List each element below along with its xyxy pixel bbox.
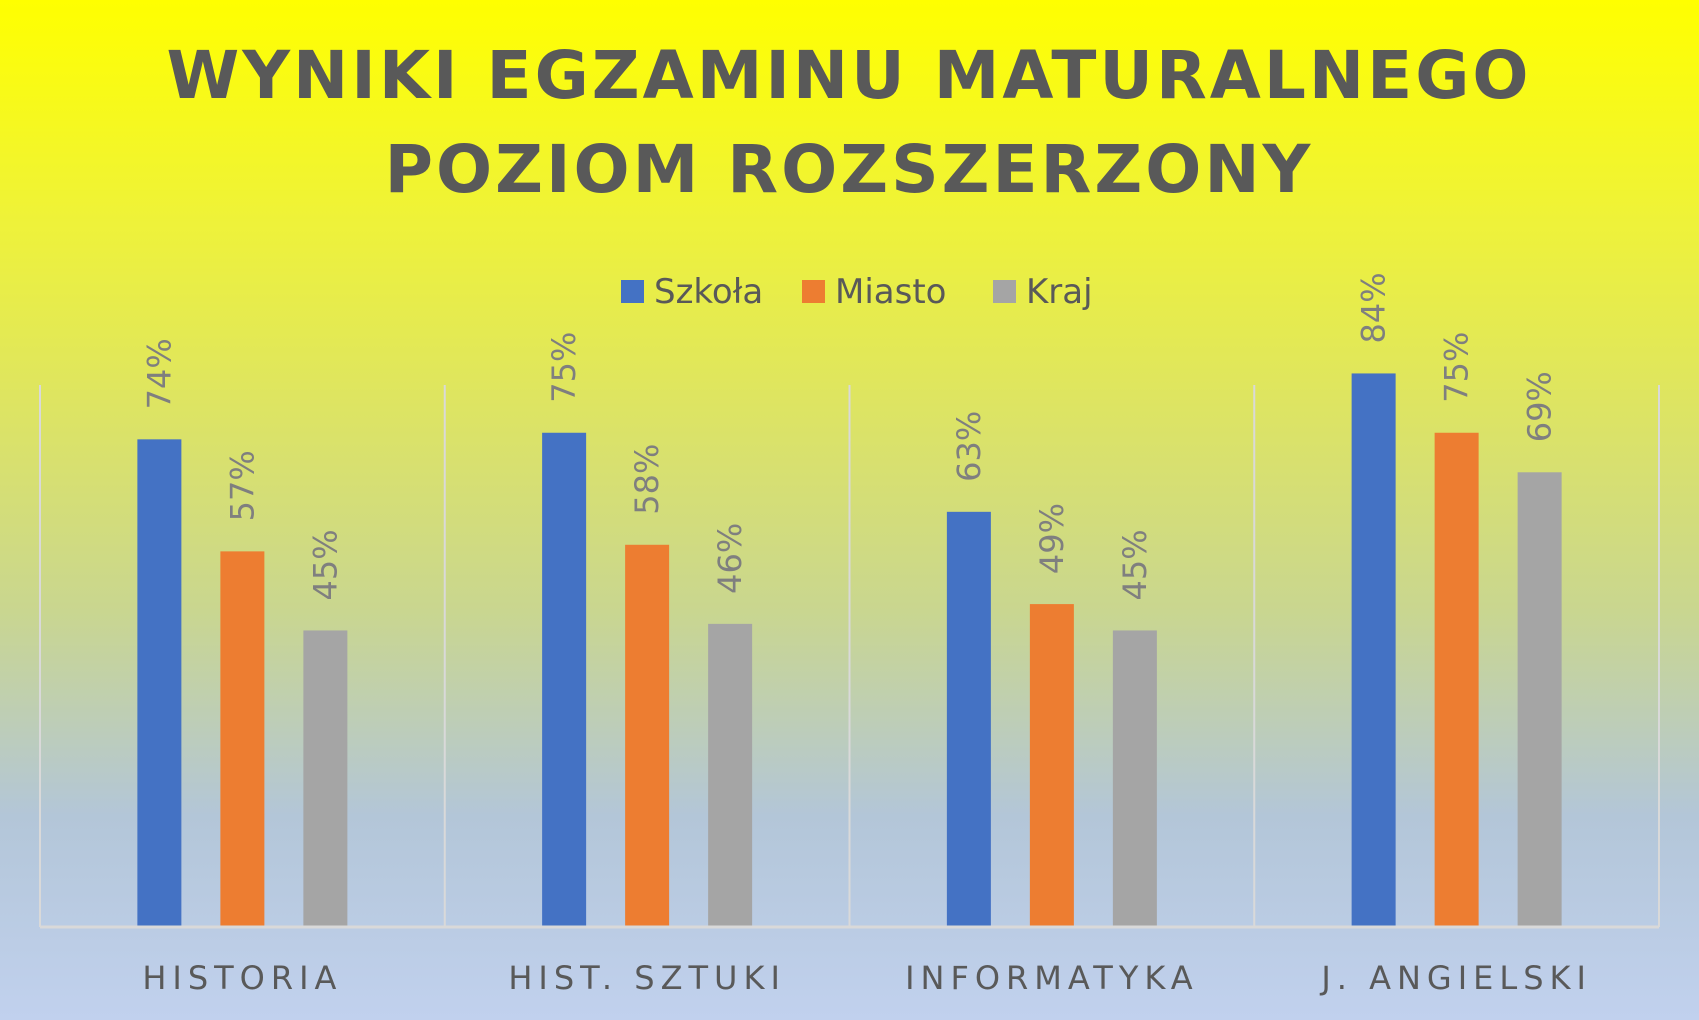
category-label-2: INFORMATYKA — [905, 959, 1199, 997]
category-label-3: J. ANGIELSKI — [1319, 959, 1592, 997]
bar-Szkoła-2 — [946, 511, 991, 927]
category-label-1: HIST. SZTUKI — [508, 959, 786, 997]
data-label-Kraj-1: 46% — [711, 523, 749, 594]
legend-swatch-2 — [993, 280, 1016, 303]
legend-item-2: Kraj — [993, 272, 1093, 312]
category-labels: HISTORIA HIST. SZTUKI INFORMATYKA J. ANGIEL… — [142, 959, 1592, 997]
legend-label-1: Miasto — [835, 272, 946, 312]
data-label-Szkoła-1: 75% — [545, 332, 583, 403]
bar-Miasto-1 — [625, 544, 670, 927]
legend-item-0: Szkoła — [621, 272, 763, 312]
data-label-Miasto-0: 57% — [223, 450, 261, 521]
category-separators — [39, 385, 1660, 927]
data-label-Szkoła-0: 74% — [140, 338, 178, 409]
chart-title: WYNIKI EGZAMINU MATURALNEGO POZIOM ROZSZ… — [166, 37, 1531, 208]
bar-Szkoła-3 — [1351, 373, 1396, 927]
data-label-Kraj-3: 69% — [1521, 371, 1559, 442]
data-label-Miasto-2: 49% — [1033, 503, 1071, 574]
data-label-Miasto-3: 75% — [1438, 332, 1476, 403]
data-label-Kraj-0: 45% — [306, 529, 344, 600]
legend-swatch-1 — [802, 280, 825, 303]
chart-title-line-2: POZIOM ROZSZERZONY — [385, 131, 1314, 208]
bars — [137, 373, 1562, 927]
legend-item-1: Miasto — [802, 272, 946, 312]
bar-Kraj-2 — [1112, 630, 1157, 927]
bar-Miasto-0 — [220, 551, 265, 927]
bar-Szkoła-1 — [542, 432, 587, 927]
bar-Kraj-0 — [303, 630, 348, 927]
legend-label-2: Kraj — [1026, 272, 1093, 312]
bar-Miasto-2 — [1029, 604, 1074, 927]
data-label-Kraj-2: 45% — [1116, 529, 1154, 600]
data-label-Miasto-1: 58% — [628, 444, 666, 515]
bar-Miasto-3 — [1434, 432, 1479, 927]
bar-Kraj-3 — [1517, 472, 1562, 927]
data-label-Szkoła-2: 63% — [950, 411, 988, 482]
legend-swatch-0 — [621, 280, 644, 303]
chart-title-line-1: WYNIKI EGZAMINU MATURALNEGO — [166, 37, 1531, 114]
category-label-0: HISTORIA — [142, 959, 342, 997]
data-label-Szkoła-3: 84% — [1355, 272, 1393, 343]
bar-Kraj-1 — [708, 623, 753, 927]
legend: Szkoła Miasto Kraj — [621, 272, 1093, 312]
data-labels: 74% 57% 45% 75% 58% 46% 63% 49% 45% 84% 75% 69% — [140, 272, 1558, 600]
legend-label-0: Szkoła — [654, 272, 763, 312]
bar-Szkoła-0 — [137, 439, 182, 927]
